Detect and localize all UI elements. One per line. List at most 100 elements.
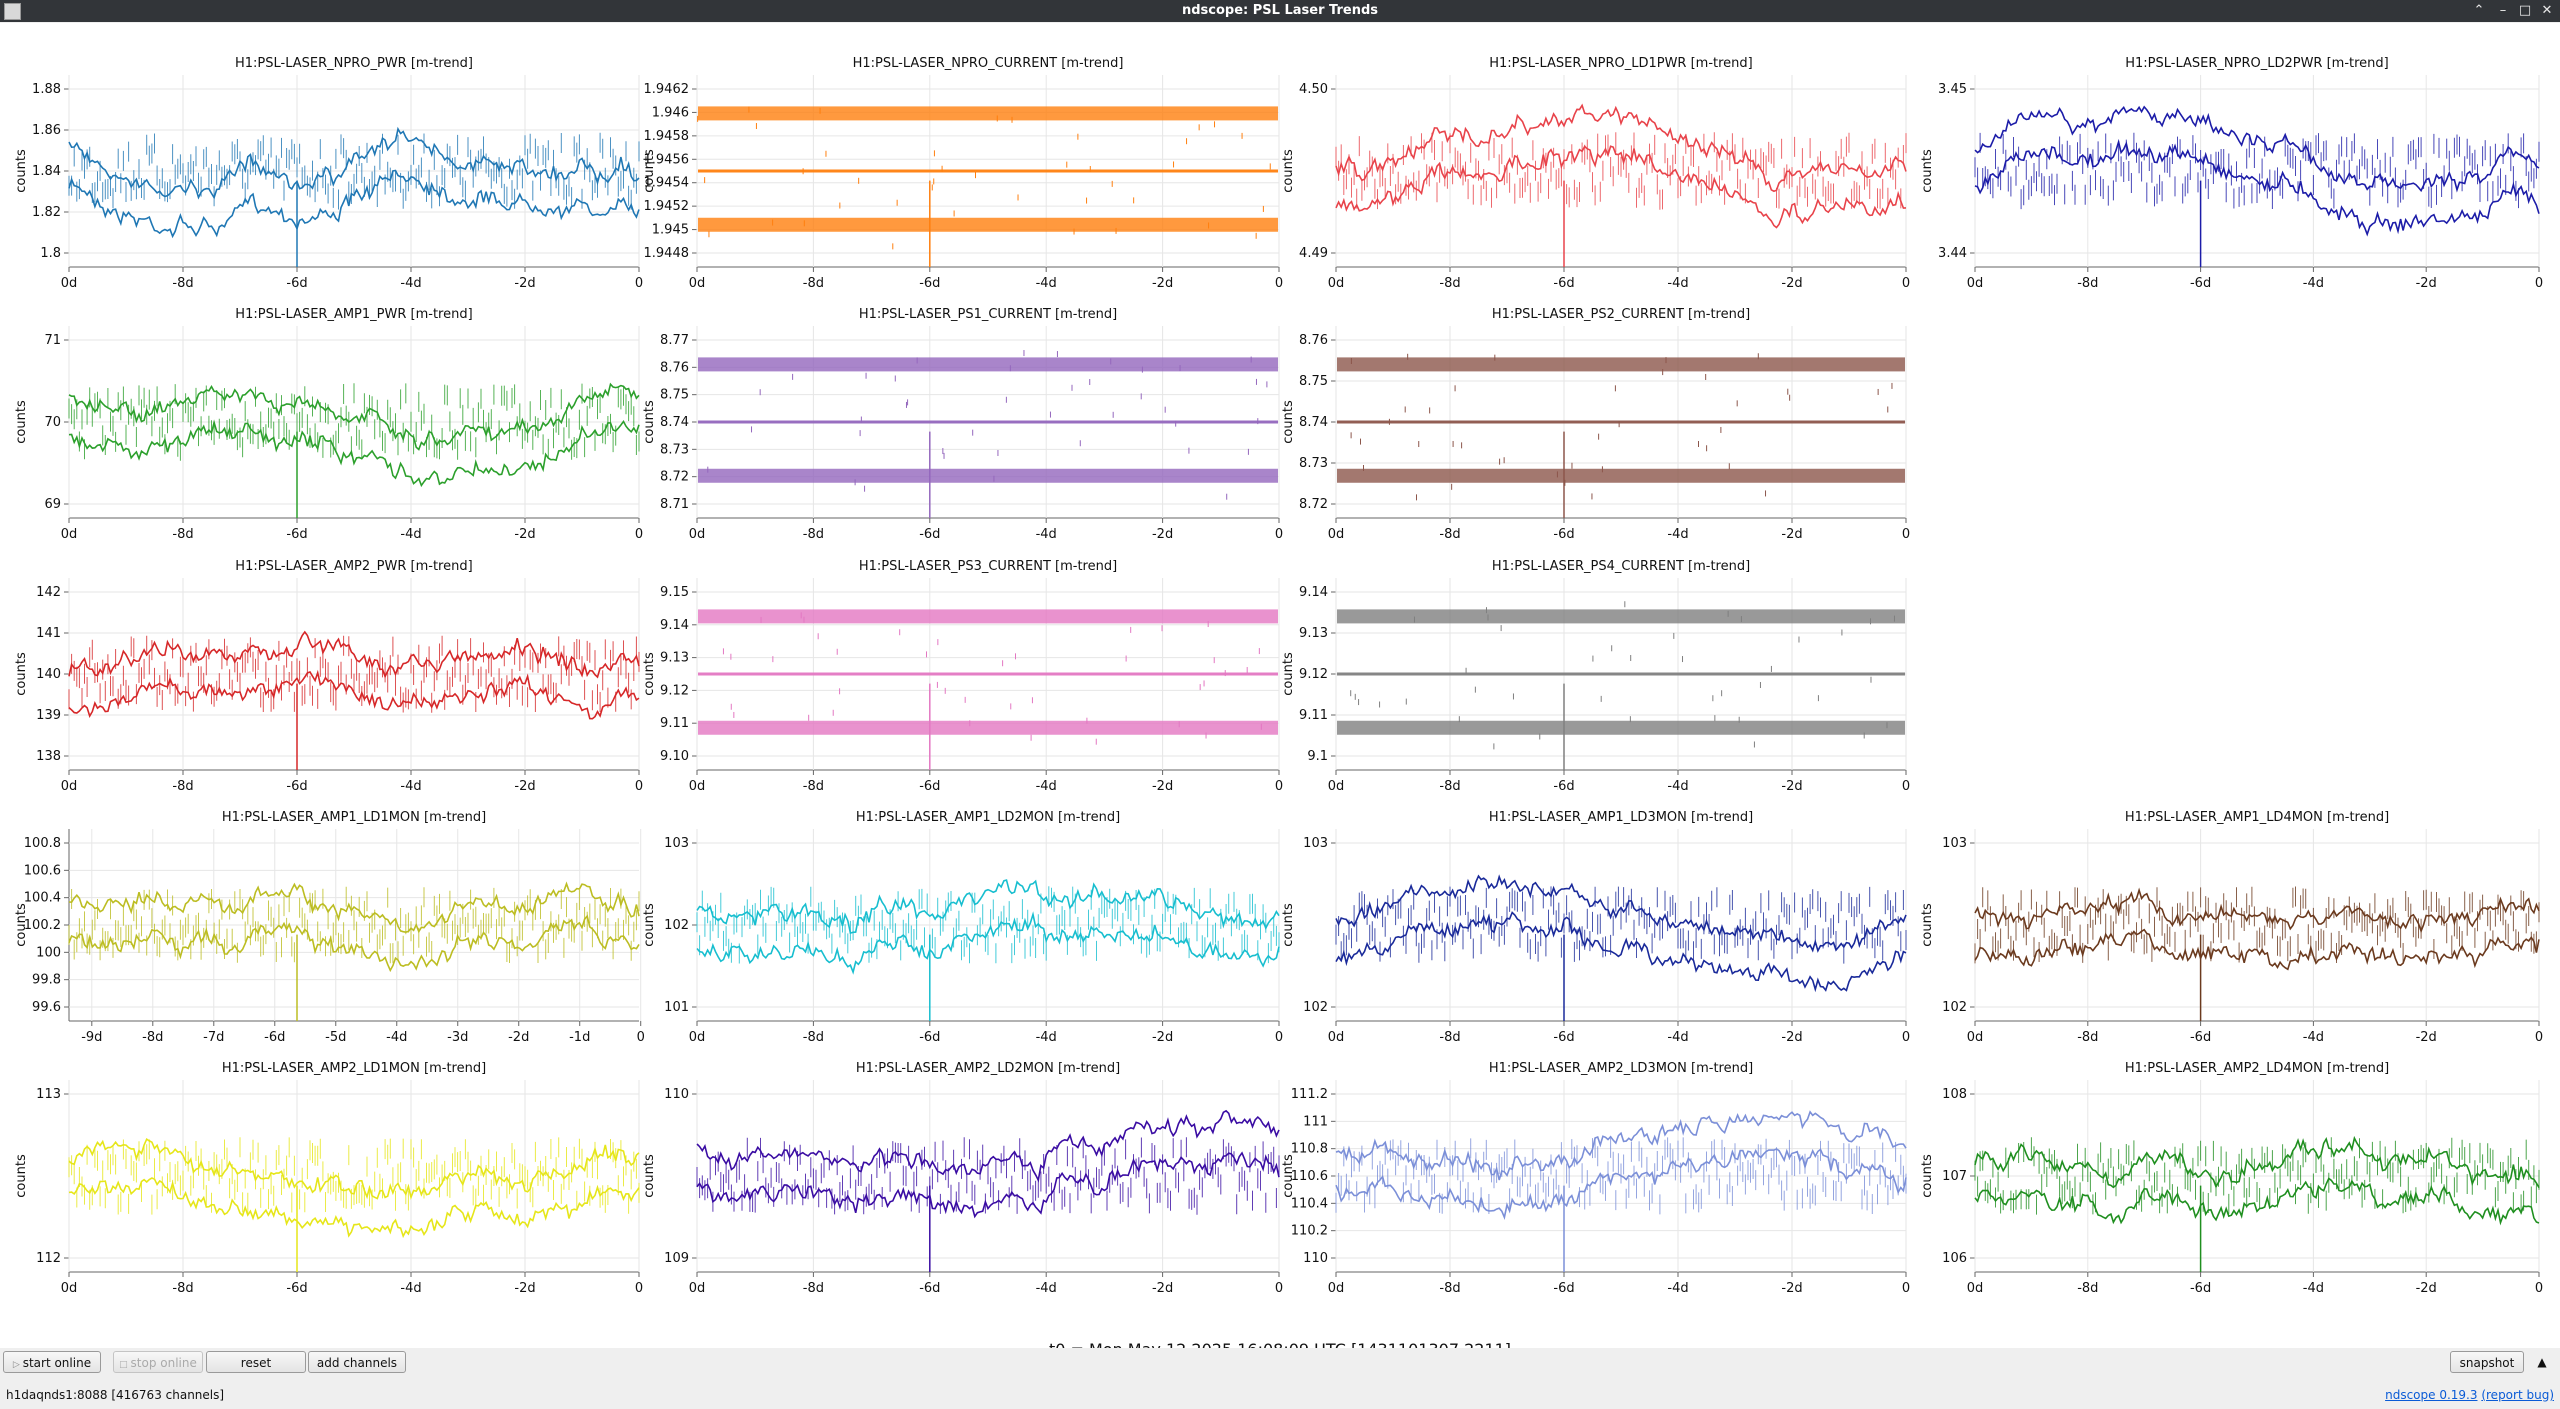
x-tick-label: -4d [1667,1030,1688,1045]
x-tick-label: 0 [635,779,643,794]
snapshot-button[interactable]: snapshot [2450,1351,2524,1373]
x-tick-label: 0 [637,1030,645,1045]
trace-max [68,126,640,200]
trace-fill [696,1137,1280,1215]
trace-fill [696,886,1280,964]
x-tick-label: -4d [2303,276,2324,291]
window-titlebar: ndscope: PSL Laser Trends ⌃ – □ ✕ [0,0,2560,22]
x-tick-label: 0d [689,276,706,291]
add-channels-button[interactable]: add channels [308,1351,406,1373]
y-tick-label: 8.76 [660,360,689,375]
stop-online-button[interactable]: □ stop online [113,1351,203,1373]
y-tick-label: 8.74 [1299,415,1328,430]
x-tick-label: 0d [1328,1281,1345,1296]
trend-plot[interactable]: H1:PSL-LASER_NPRO_PWR [m-trend]counts1.8… [14,56,643,291]
expand-up-icon[interactable]: ▲ [2537,1355,2547,1369]
y-tick-label: 1.86 [32,123,61,138]
x-tick-label: -2d [508,1030,529,1045]
y-tick-label: 100.4 [24,891,61,906]
x-tick-label: -8d [172,276,193,291]
x-tick-label: 0 [1902,1281,1910,1296]
x-tick-label: -8d [1439,779,1460,794]
trend-plot[interactable]: H1:PSL-LASER_NPRO_CURRENT [m-trend] count… [642,56,1283,291]
keep-above-icon[interactable]: ⌃ [2473,3,2485,18]
x-tick-label: -6d [2190,1030,2211,1045]
x-tick-label: -6d [1553,1281,1574,1296]
trend-plot[interactable]: H1:PSL-LASER_AMP1_LD4MON [m-trend] counts… [1920,810,2543,1045]
trend-plot[interactable]: H1:PSL-LASER_AMP2_LD1MON [m-trend] counts… [14,1061,643,1296]
x-tick-label: -7d [203,1030,224,1045]
y-tick-label: 102 [1942,1000,1967,1015]
y-tick-label: 9.1 [1307,749,1328,764]
trend-plot[interactable]: H1:PSL-LASER_PS4_CURRENT [m-trend] counts… [1281,559,1910,794]
x-tick-label: -4d [1036,1030,1057,1045]
app-icon [4,3,21,20]
y-axis-label: counts [1920,903,1935,947]
y-axis-label: counts [14,903,29,947]
trace-fill [68,886,640,964]
y-tick-label: 101 [664,1000,689,1015]
x-tick-label: -2d [2416,1281,2437,1296]
trend-plot[interactable]: H1:PSL-LASER_AMP1_LD1MON [m-trend] counts… [14,810,645,1045]
plots-canvas[interactable]: H1:PSL-LASER_NPRO_PWR [m-trend]counts1.8… [0,23,2560,1313]
x-tick-label: -8d [803,1281,824,1296]
x-tick-label: -8d [172,527,193,542]
y-tick-label: 1.9458 [644,129,690,144]
reset-button[interactable]: reset [206,1351,306,1373]
y-tick-label: 112 [36,1251,61,1266]
x-tick-label: -2d [1152,276,1173,291]
trend-plot[interactable]: H1:PSL-LASER_AMP1_LD2MON [m-trend] counts… [642,810,1283,1045]
y-tick-label: 139 [36,708,61,723]
x-tick-label: 0 [1902,527,1910,542]
x-tick-label: -6d [919,527,940,542]
trace-fill [68,635,640,713]
report-bug-link[interactable]: (report bug) [2481,1388,2554,1402]
maximize-icon[interactable]: □ [2518,3,2532,18]
y-tick-label: 99.6 [32,1000,61,1015]
x-tick-label: 0 [1902,276,1910,291]
trend-plot[interactable]: H1:PSL-LASER_PS2_CURRENT [m-trend] counts… [1281,307,1910,542]
x-tick-label: -6d [1553,779,1574,794]
trend-plot[interactable]: H1:PSL-LASER_AMP2_LD3MON [m-trend] counts… [1281,1061,1910,1296]
plot-title: H1:PSL-LASER_PS1_CURRENT [m-trend] [859,307,1117,322]
x-tick-label: -8d [172,1281,193,1296]
y-tick-label: 4.49 [1299,246,1328,261]
y-tick-label: 9.12 [1299,667,1328,682]
trend-plot[interactable]: H1:PSL-LASER_PS1_CURRENT [m-trend] counts… [642,307,1283,542]
y-tick-label: 9.14 [660,618,689,633]
y-tick-label: 8.75 [1299,374,1328,389]
trend-plot[interactable]: H1:PSL-LASER_AMP1_LD3MON [m-trend] counts… [1281,810,1910,1045]
trend-plot[interactable]: H1:PSL-LASER_PS3_CURRENT [m-trend] counts… [642,559,1283,794]
plot-title: H1:PSL-LASER_AMP2_LD3MON [m-trend] [1489,1061,1753,1076]
x-tick-label: 0 [1275,276,1283,291]
minimize-icon[interactable]: – [2499,3,2507,18]
trend-plot[interactable]: H1:PSL-LASER_AMP2_LD4MON [m-trend] counts… [1920,1061,2543,1296]
version-link[interactable]: ndscope 0.19.3 [2385,1388,2478,1402]
y-tick-label: 9.14 [1299,585,1328,600]
plot-grid[interactable]: H1:PSL-LASER_NPRO_PWR [m-trend] counts 1.8… [0,23,2560,1359]
start-online-button[interactable]: ▷ start online [3,1351,101,1373]
x-tick-label: -3d [447,1030,468,1045]
x-tick-label: -2d [1152,527,1173,542]
x-tick-label: 0d [1328,779,1345,794]
y-tick-label: 9.11 [660,716,689,731]
trace-band [698,609,1278,624]
y-tick-label: 9.10 [660,749,689,764]
trend-plot[interactable]: H1:PSL-LASER_AMP1_PWR [m-trend] counts 71 7… [14,307,643,542]
x-tick-label: -4d [400,527,421,542]
close-icon[interactable]: ✕ [2541,3,2553,18]
y-tick-label: 110.8 [1291,1142,1328,1157]
x-tick-label: -6d [286,1281,307,1296]
x-tick-label: 0 [1902,1030,1910,1045]
trace-min [1335,145,1907,229]
y-axis-label: counts [1281,400,1296,444]
trend-plot[interactable]: H1:PSL-LASER_AMP2_PWR [m-trend] counts 142… [14,559,643,794]
trend-plot[interactable]: H1:PSL-LASER_NPRO_LD2PWR [m-trend] counts… [1920,56,2543,291]
y-tick-label: 8.73 [660,442,689,457]
trend-plot[interactable]: H1:PSL-LASER_NPRO_LD1PWR [m-trend] counts… [1281,56,1910,291]
y-tick-label: 9.11 [1299,708,1328,723]
y-tick-label: 142 [36,585,61,600]
trace-fill [68,132,640,210]
x-tick-label: -2d [1152,779,1173,794]
trend-plot[interactable]: H1:PSL-LASER_AMP2_LD2MON [m-trend] counts… [642,1061,1283,1296]
